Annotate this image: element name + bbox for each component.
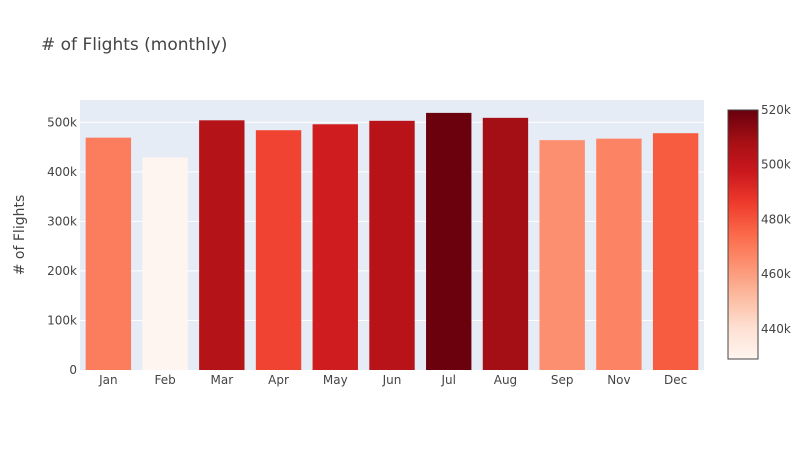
bar-jun — [369, 120, 415, 370]
x-tick-label: Jun — [382, 373, 402, 387]
y-tick-label: 100k — [47, 313, 77, 327]
colorbar-tick-label: 460k — [761, 267, 791, 281]
colorbar-tick-label: 500k — [761, 158, 791, 172]
chart-title: # of Flights (monthly) — [41, 35, 227, 55]
bar-jan — [85, 137, 132, 370]
y-axis-label: # of Flights — [12, 195, 28, 276]
bar-feb — [142, 157, 188, 370]
bar-dec — [652, 133, 699, 370]
x-tick-label: Dec — [664, 373, 687, 387]
colorbar-ticks: 440k 460k 480k 500k 520k — [761, 103, 791, 336]
bar-mar — [199, 120, 245, 371]
x-tick-label: Aug — [494, 373, 517, 387]
y-tick-label: 500k — [47, 115, 77, 129]
bar-jul — [426, 112, 472, 370]
x-tick-label: Sep — [551, 373, 574, 387]
y-tick-label: 300k — [47, 214, 77, 228]
x-axis-ticks: Jan Feb Mar Apr May Jun Jul Aug Sep Nov Dec — [98, 373, 687, 387]
y-tick-label: 400k — [47, 165, 77, 179]
x-tick-label: Mar — [210, 373, 233, 387]
x-tick-label: Nov — [607, 373, 630, 387]
bar-aug — [482, 117, 529, 370]
bars — [85, 112, 699, 371]
bar-nov — [596, 138, 642, 370]
bar-may — [312, 124, 358, 370]
y-axis-ticks: 0 100k 200k 300k 400k 500k — [47, 115, 77, 377]
y-tick-label: 0 — [69, 363, 77, 377]
x-tick-label: Jan — [98, 373, 118, 387]
colorbar-tick-label: 520k — [761, 103, 791, 117]
x-tick-label: Feb — [154, 373, 175, 387]
x-tick-label: Jul — [440, 373, 455, 387]
colorbar-tick-label: 440k — [761, 322, 791, 336]
y-tick-label: 200k — [47, 264, 77, 278]
bar-apr — [255, 130, 302, 370]
x-tick-label: May — [323, 373, 348, 387]
bar-sep — [539, 140, 585, 370]
x-tick-label: Apr — [268, 373, 289, 387]
colorbar-gradient — [727, 109, 759, 360]
colorbar-tick-label: 480k — [761, 212, 791, 226]
colorbar: 440k 460k 480k 500k 520k — [727, 103, 791, 360]
